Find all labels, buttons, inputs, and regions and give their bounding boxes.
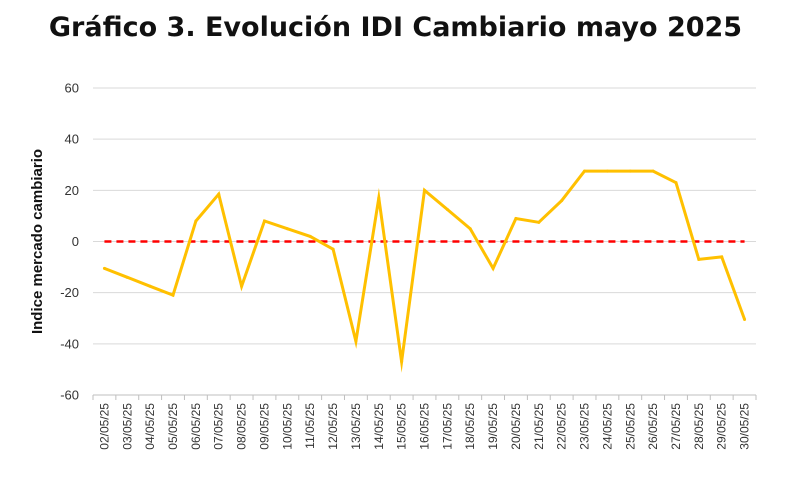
- x-tick-label: 12/05/25: [326, 403, 340, 450]
- data-point: [720, 255, 724, 259]
- data-point: [560, 199, 564, 203]
- x-tick-label: 23/05/25: [578, 403, 592, 450]
- y-tick-label: -20: [60, 285, 79, 300]
- x-tick-label: 16/05/25: [418, 403, 432, 450]
- x-tick-label: 17/05/25: [440, 403, 454, 450]
- y-tick-label: 0: [72, 234, 79, 249]
- data-point: [377, 196, 381, 200]
- x-tick-label: 20/05/25: [509, 403, 523, 450]
- x-tick-label: 04/05/25: [143, 403, 157, 450]
- x-tick-label: 13/05/25: [349, 403, 363, 450]
- x-tick-label: 26/05/25: [646, 403, 660, 450]
- x-tick-label: 14/05/25: [372, 403, 386, 450]
- data-point: [194, 219, 198, 223]
- data-point: [308, 234, 312, 238]
- data-point: [514, 216, 518, 220]
- x-tick-label: 25/05/25: [623, 403, 637, 450]
- x-tick-label: 30/05/25: [738, 403, 752, 450]
- data-point: [445, 208, 449, 212]
- data-point: [171, 293, 175, 297]
- data-point: [354, 339, 358, 343]
- data-point: [697, 257, 701, 261]
- data-point: [331, 247, 335, 251]
- x-tick-label: 08/05/25: [235, 403, 249, 450]
- data-point: [262, 219, 266, 223]
- x-tick-label: 06/05/25: [189, 403, 203, 450]
- data-point: [217, 192, 221, 196]
- series-line-0: [103, 169, 747, 373]
- y-tick-label: 60: [65, 81, 79, 96]
- x-tick-label: 28/05/25: [692, 403, 706, 450]
- y-tick-label: 40: [65, 132, 79, 147]
- data-point: [240, 284, 244, 288]
- x-tick-label: 11/05/25: [303, 403, 317, 449]
- x-tick-label: 10/05/25: [280, 403, 294, 450]
- data-point: [423, 188, 426, 192]
- x-tick-label: 05/05/25: [166, 403, 180, 450]
- data-point: [583, 169, 587, 173]
- x-tick-label: 15/05/25: [395, 403, 409, 450]
- y-tick-label: 20: [65, 183, 79, 198]
- data-point: [491, 266, 495, 270]
- y-tick-label: -60: [60, 388, 79, 403]
- x-tick-label: 29/05/25: [715, 403, 729, 450]
- data-point: [628, 169, 632, 173]
- x-tick-label: 19/05/25: [486, 403, 500, 450]
- data-point: [285, 227, 289, 231]
- data-point: [651, 169, 655, 173]
- x-tick-label: 02/05/25: [97, 403, 111, 450]
- data-point: [468, 227, 472, 231]
- x-tick-label: 09/05/25: [257, 403, 271, 450]
- x-tick-label: 24/05/25: [600, 403, 614, 450]
- data-point: [605, 169, 609, 173]
- data-point: [125, 275, 129, 279]
- x-tick-label: 03/05/25: [120, 403, 134, 450]
- x-tick-label: 22/05/25: [555, 403, 569, 450]
- y-tick-label: -40: [60, 336, 79, 351]
- data-point: [674, 181, 678, 185]
- x-tick-label: 07/05/25: [212, 403, 226, 450]
- x-tick-label: 21/05/25: [532, 403, 546, 450]
- data-point: [400, 360, 404, 364]
- x-tick-label: 18/05/25: [463, 403, 477, 450]
- data-point: [148, 284, 152, 288]
- data-point: [537, 220, 541, 224]
- data-point: [102, 266, 106, 270]
- x-tick-label: 27/05/25: [669, 403, 683, 450]
- y-axis-title: Indice mercado cambiario: [29, 149, 46, 334]
- chart-title: Gráfico 3. Evolución IDI Cambiario mayo …: [48, 12, 743, 43]
- data-point: [743, 318, 747, 322]
